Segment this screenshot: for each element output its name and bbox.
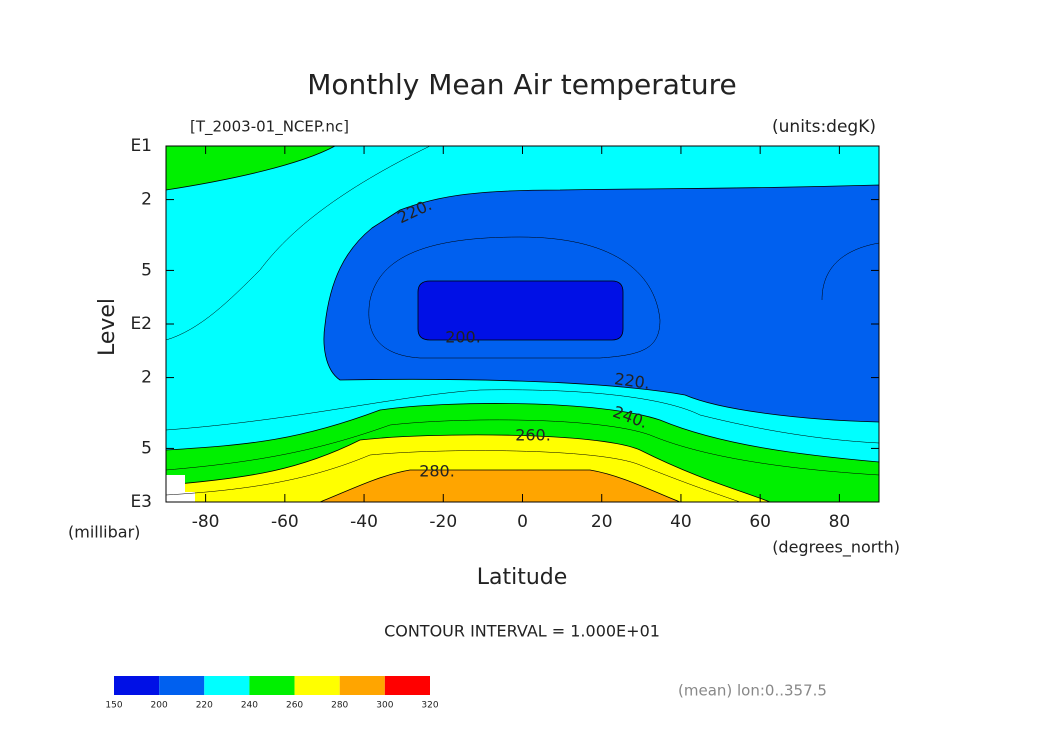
y-tick-label: 5 xyxy=(141,438,152,458)
contour-label: 200. xyxy=(445,328,481,347)
contour-line xyxy=(165,450,741,503)
colorbar-box xyxy=(339,676,385,695)
colorbar-label: 300 xyxy=(376,701,393,711)
footnote: (mean) lon:0..357.5 xyxy=(678,682,827,700)
contour-line xyxy=(165,145,431,341)
contour-interval: CONTOUR INTERVAL = 1.000E+01 xyxy=(384,622,660,641)
x-units: (degrees_north) xyxy=(772,538,900,558)
y-units: (millibar) xyxy=(68,523,140,542)
x-tick-label: -20 xyxy=(429,512,457,532)
y-tick-label: 2 xyxy=(141,368,152,388)
y-axis-title: Level xyxy=(95,298,120,356)
y-tick-label: E1 xyxy=(130,136,152,156)
contour-label: 260. xyxy=(515,426,551,445)
colorbar-label: 320 xyxy=(421,701,438,711)
colorbar-label: 260 xyxy=(286,701,303,711)
x-tick-label: -80 xyxy=(192,512,220,532)
colorbar-label: 240 xyxy=(241,701,258,711)
contour-line xyxy=(368,236,661,359)
x-tick-label: 60 xyxy=(749,512,771,532)
colorbar-label: 200 xyxy=(151,701,168,711)
x-tick-label: 80 xyxy=(829,512,851,532)
x-axis-title: Latitude xyxy=(477,565,568,590)
missing-data xyxy=(166,475,195,502)
contour-band xyxy=(165,145,336,191)
colorbar-label: 220 xyxy=(196,701,213,711)
colorbar-box xyxy=(249,676,295,695)
contour-label: 220. xyxy=(613,369,651,393)
source-file: [T_2003-01_NCEP.nc] xyxy=(190,118,349,137)
colorbar-label: 280 xyxy=(331,701,348,711)
units-label: (units:degK) xyxy=(772,117,876,137)
contour-line xyxy=(165,389,880,444)
colorbar-box xyxy=(204,676,250,695)
contour-band xyxy=(319,469,681,503)
x-tick-label: 40 xyxy=(670,512,692,532)
x-tick-label: -40 xyxy=(350,512,378,532)
x-tick-label: -60 xyxy=(271,512,299,532)
y-tick-label: 5 xyxy=(141,260,152,280)
colorbar-label: 150 xyxy=(105,701,122,711)
y-tick-label: 2 xyxy=(141,190,152,210)
colorbar-box xyxy=(114,676,160,695)
y-tick-label: E3 xyxy=(130,492,152,512)
y-tick-label: E2 xyxy=(130,314,152,334)
colorbar-box xyxy=(294,676,340,695)
contour-line xyxy=(165,419,880,476)
chart-title: Monthly Mean Air temperature xyxy=(307,68,737,101)
x-tick-label: 20 xyxy=(591,512,613,532)
colorbar-box xyxy=(384,676,430,695)
contour-band xyxy=(417,280,624,341)
x-tick-label: 0 xyxy=(517,512,528,532)
contour-label: 280. xyxy=(419,462,455,481)
contour-line xyxy=(821,242,880,301)
colorbar-box xyxy=(159,676,205,695)
